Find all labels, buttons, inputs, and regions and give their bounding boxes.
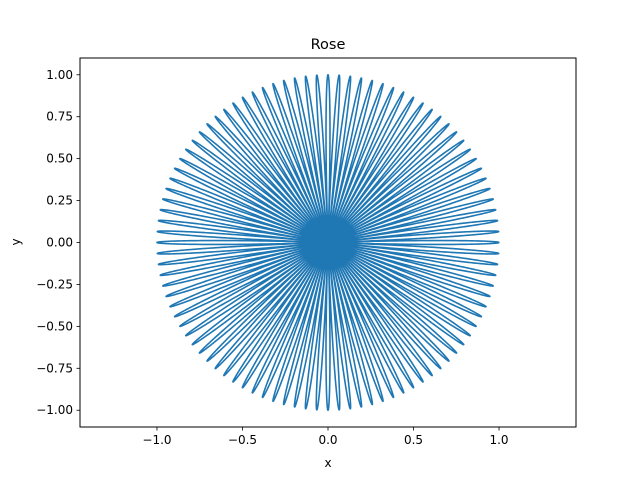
x-tick-label: 0.5 bbox=[404, 433, 423, 447]
x-tick-label: 0.0 bbox=[318, 433, 337, 447]
y-tick-label: −1.00 bbox=[36, 403, 73, 417]
y-axis-title: y bbox=[9, 238, 23, 245]
y-tick-label: −0.25 bbox=[36, 277, 73, 291]
y-tick-label: −0.75 bbox=[36, 361, 73, 375]
x-tick-label: 1.0 bbox=[489, 433, 508, 447]
x-axis-title: x bbox=[324, 456, 331, 470]
y-tick-label: 0.00 bbox=[46, 236, 73, 250]
y-tick-label: 1.00 bbox=[46, 68, 73, 82]
y-tick-label: 0.25 bbox=[46, 194, 73, 208]
chart-title: Rose bbox=[311, 37, 346, 53]
x-tick-label: −0.5 bbox=[228, 433, 257, 447]
x-tick-label: −1.0 bbox=[142, 433, 171, 447]
y-tick-label: 0.75 bbox=[46, 110, 73, 124]
y-tick-label: −0.50 bbox=[36, 319, 73, 333]
y-tick-label: 0.50 bbox=[46, 152, 73, 166]
